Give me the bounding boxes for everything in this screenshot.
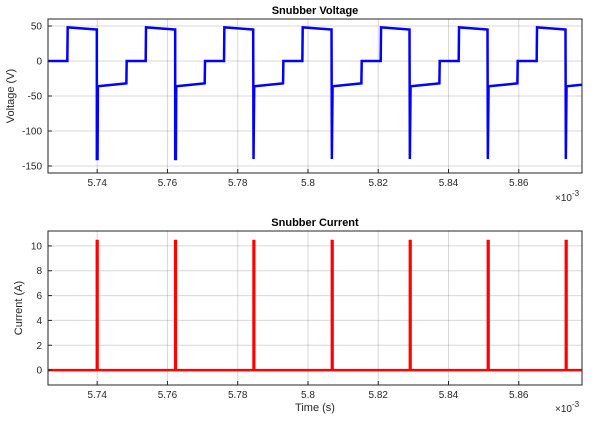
current-series-line — [48, 239, 582, 372]
current-y-tick-label: 8 — [36, 266, 42, 277]
voltage-x-tick-label: 5.8 — [301, 178, 315, 189]
current-y-ticks: 10 8 6 4 2 0 — [31, 241, 52, 377]
voltage-x-tick-label: 5.74 — [87, 178, 107, 189]
voltage-y-tick-label: -150 — [22, 162, 42, 173]
current-x-tick-label: 5.86 — [509, 390, 529, 401]
voltage-axes: Snubber Voltage 5.74 5.76 5.78 5.8 5.82 5.84 5… — [5, 5, 583, 204]
voltage-y-tick-label: 0 — [36, 57, 42, 68]
current-axes: Snubber Current 5.74 5.76 5.78 5.8 5.82 5.84 5… — [13, 217, 583, 415]
voltage-y-tick-label: -100 — [22, 127, 42, 138]
current-y-tick-label: 6 — [36, 291, 42, 302]
voltage-x-tick-label: 5.86 — [509, 178, 529, 189]
voltage-y-tick-label: 50 — [31, 22, 43, 33]
voltage-title: Snubber Voltage — [272, 5, 359, 17]
voltage-x-ticks: 5.74 5.76 5.78 5.8 5.82 5.84 5.86 — [87, 169, 529, 189]
current-y-tick-label: 4 — [36, 316, 42, 327]
voltage-x-multiplier-exp: -3 — [572, 189, 580, 198]
voltage-plot — [48, 26, 582, 161]
current-y-label: Current (A) — [13, 281, 25, 335]
current-x-tick-label: 5.76 — [158, 390, 178, 401]
current-x-multiplier: ×10-3 — [555, 400, 580, 415]
current-x-multiplier-exp: -3 — [572, 400, 580, 409]
voltage-y-label: Voltage (V) — [5, 69, 17, 123]
voltage-x-tick-label: 5.84 — [439, 178, 459, 189]
current-x-tick-label: 5.84 — [439, 390, 459, 401]
current-x-tick-label: 5.8 — [301, 390, 315, 401]
current-x-tick-label: 5.74 — [87, 390, 107, 401]
current-x-ticks: 5.74 5.76 5.78 5.8 5.82 5.84 5.86 — [87, 381, 529, 401]
current-y-tick-label: 0 — [36, 366, 42, 377]
voltage-y-ticks: 50 0 -50 -100 -150 — [22, 22, 52, 173]
current-x-multiplier-base: ×10 — [555, 404, 572, 415]
current-y-tick-label: 2 — [36, 341, 42, 352]
current-y-tick-label: 10 — [31, 241, 43, 252]
voltage-x-tick-label: 5.76 — [158, 178, 178, 189]
current-x-tick-label: 5.82 — [369, 390, 389, 401]
voltage-grid — [48, 19, 582, 173]
current-title: Snubber Current — [271, 217, 359, 229]
current-plot — [48, 239, 582, 372]
current-x-tick-label: 5.78 — [228, 390, 248, 401]
voltage-series-line — [48, 26, 582, 161]
current-frame — [47, 230, 583, 386]
voltage-x-tick-label: 5.78 — [228, 178, 248, 189]
voltage-x-multiplier-base: ×10 — [555, 193, 572, 204]
current-grid — [48, 231, 582, 385]
current-x-label: Time (s) — [295, 402, 335, 414]
voltage-y-tick-label: -50 — [28, 92, 43, 103]
voltage-x-multiplier: ×10-3 — [555, 189, 580, 204]
voltage-x-tick-label: 5.82 — [369, 178, 389, 189]
